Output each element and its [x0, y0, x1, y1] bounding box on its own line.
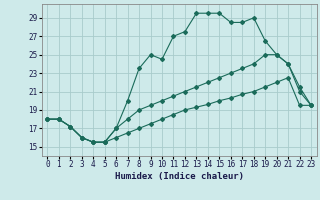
- X-axis label: Humidex (Indice chaleur): Humidex (Indice chaleur): [115, 172, 244, 181]
